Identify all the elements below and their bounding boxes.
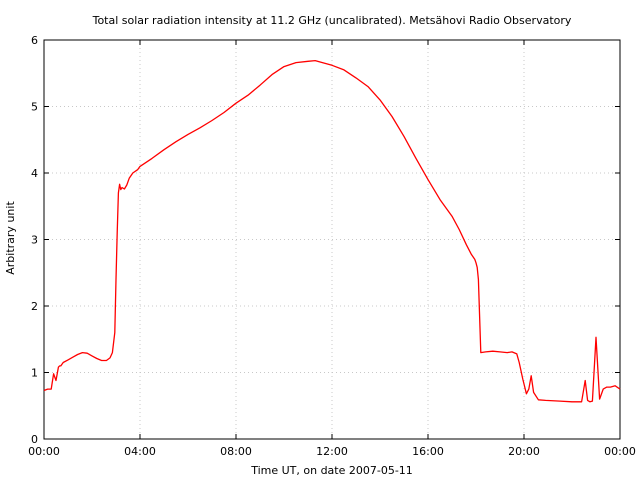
x-tick-label: 00:00 (604, 445, 636, 458)
x-tick-label: 20:00 (508, 445, 540, 458)
x-tick-label: 12:00 (316, 445, 348, 458)
x-tick-label: 16:00 (412, 445, 444, 458)
x-tick-label: 00:00 (28, 445, 60, 458)
y-axis-title: Arbitrary unit (4, 201, 17, 275)
y-tick-label: 5 (31, 101, 38, 114)
series-layer (43, 59, 621, 403)
series-line (43, 59, 621, 403)
y-tick-label: 2 (31, 300, 38, 313)
x-tick-label: 04:00 (124, 445, 156, 458)
y-tick-label: 3 (31, 234, 38, 247)
chart-title: Total solar radiation intensity at 11.2 … (92, 14, 572, 27)
y-tick-label: 6 (31, 34, 38, 47)
x-tick-label: 08:00 (220, 445, 252, 458)
x-axis-title: Time UT, on date 2007-05-11 (250, 464, 413, 477)
y-tick-label: 1 (31, 367, 38, 380)
grid (44, 40, 620, 439)
y-tick-label: 0 (31, 433, 38, 446)
axis-ticks: 00:00 04:00 08:00 12:00 16:00 20:00 00:0001234… (28, 34, 636, 458)
y-tick-label: 4 (31, 167, 38, 180)
